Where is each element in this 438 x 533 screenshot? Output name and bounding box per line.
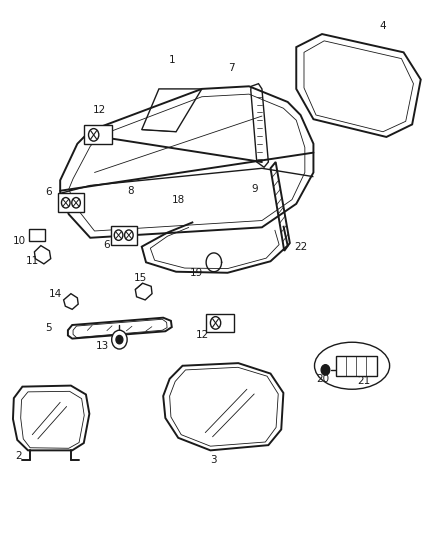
Circle shape — [112, 330, 127, 349]
Bar — [58, 193, 84, 212]
Text: 2: 2 — [15, 450, 21, 461]
Text: 12: 12 — [196, 330, 209, 341]
Text: 9: 9 — [251, 184, 258, 194]
Text: 14: 14 — [49, 289, 62, 298]
Text: 13: 13 — [95, 341, 109, 351]
Text: 7: 7 — [229, 63, 235, 73]
Circle shape — [114, 230, 123, 240]
Circle shape — [116, 335, 123, 344]
Text: 18: 18 — [172, 195, 185, 205]
Circle shape — [72, 198, 80, 208]
Bar — [84, 125, 112, 144]
Circle shape — [124, 230, 133, 240]
Circle shape — [210, 317, 221, 329]
Text: 6: 6 — [103, 239, 110, 249]
Text: 4: 4 — [380, 21, 386, 31]
Text: 8: 8 — [128, 186, 134, 196]
Circle shape — [321, 365, 330, 375]
Text: 10: 10 — [13, 237, 26, 246]
Text: 1: 1 — [169, 55, 175, 65]
Text: 6: 6 — [45, 187, 52, 197]
Circle shape — [61, 198, 70, 208]
Text: 20: 20 — [316, 374, 329, 384]
Text: 5: 5 — [45, 323, 52, 333]
Text: 11: 11 — [26, 256, 39, 266]
Circle shape — [88, 128, 99, 141]
Bar — [336, 357, 377, 376]
Text: 22: 22 — [294, 241, 307, 252]
Ellipse shape — [314, 342, 390, 389]
Bar — [111, 226, 137, 245]
Text: 15: 15 — [134, 273, 148, 283]
Text: 21: 21 — [357, 376, 371, 386]
Text: 19: 19 — [190, 268, 203, 278]
Bar — [29, 229, 45, 241]
Bar — [206, 313, 233, 332]
Text: 3: 3 — [211, 455, 217, 465]
Text: 12: 12 — [93, 105, 106, 115]
